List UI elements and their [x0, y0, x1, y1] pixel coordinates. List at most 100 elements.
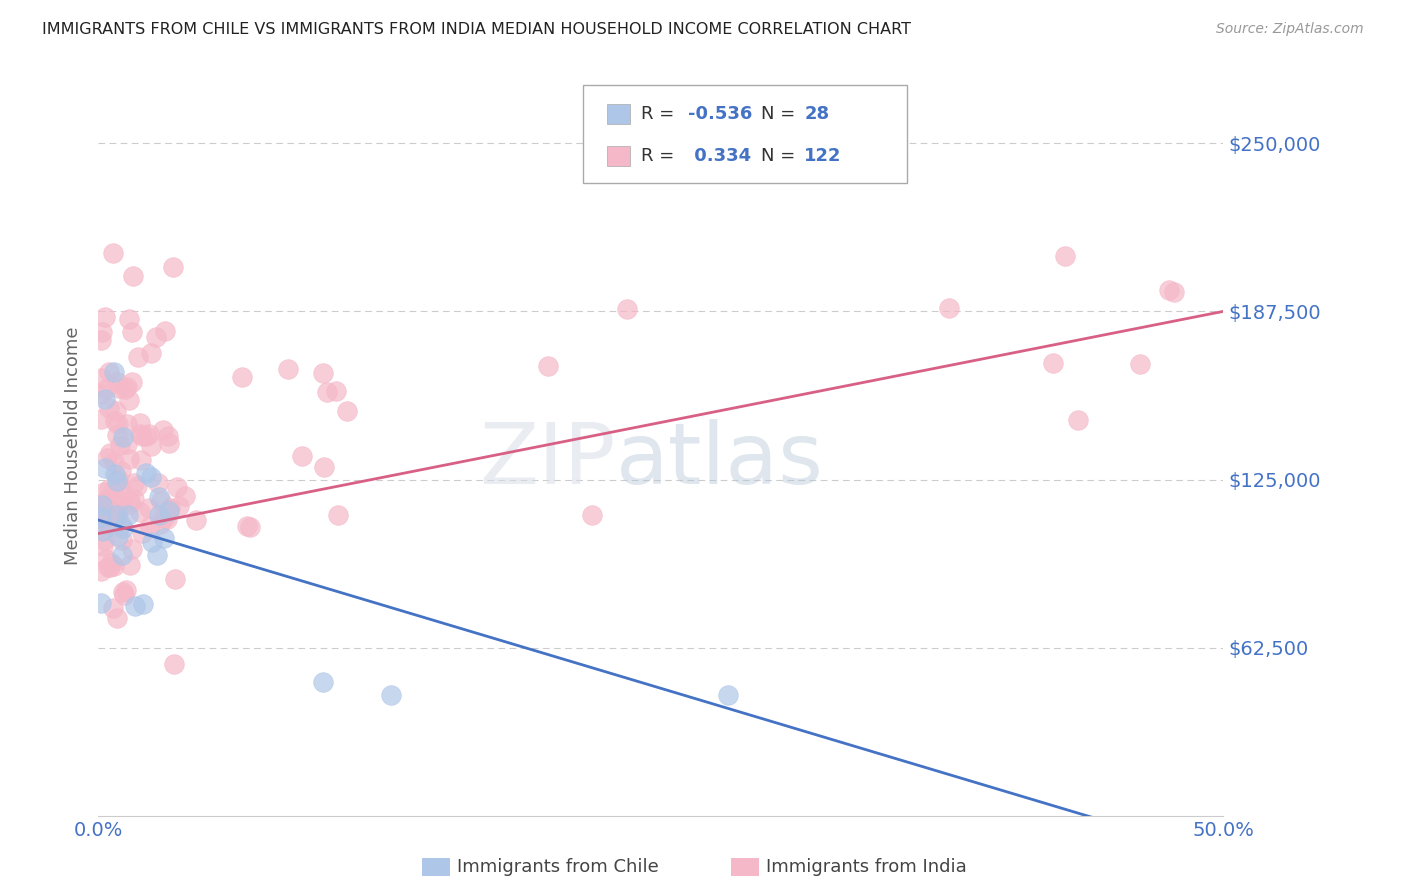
Text: Immigrants from India: Immigrants from India — [766, 858, 967, 876]
Point — [97, 483, 120, 497]
Point — [91, 325, 114, 339]
Point — [107, 508, 129, 523]
Point — [94, 383, 117, 397]
Point — [112, 430, 135, 444]
Text: 28: 28 — [804, 105, 830, 123]
Point — [121, 376, 143, 390]
Point — [152, 423, 174, 437]
Point — [312, 675, 335, 690]
Point — [111, 490, 134, 504]
Point — [717, 688, 740, 702]
Point — [128, 505, 150, 519]
Point — [96, 551, 118, 566]
Text: Source: ZipAtlas.com: Source: ZipAtlas.com — [1216, 22, 1364, 37]
Point — [94, 392, 117, 406]
Text: ZIP: ZIP — [479, 419, 616, 502]
Point — [103, 246, 125, 260]
Point — [105, 427, 128, 442]
Point — [93, 485, 115, 500]
Point — [131, 525, 153, 540]
Point — [127, 479, 149, 493]
Point — [121, 325, 143, 339]
Point — [107, 472, 129, 486]
Point — [110, 548, 132, 562]
Point — [97, 518, 120, 533]
Point — [148, 508, 170, 522]
Text: 122: 122 — [804, 147, 842, 165]
Point — [153, 531, 176, 545]
Point — [94, 310, 117, 324]
Point — [108, 438, 131, 452]
Point — [94, 461, 117, 475]
Point — [114, 582, 136, 597]
Point — [103, 365, 125, 379]
Point — [325, 384, 347, 399]
Text: 0.334: 0.334 — [688, 147, 751, 165]
Point — [110, 464, 132, 478]
Point — [98, 401, 121, 415]
Point — [157, 428, 180, 442]
Point — [105, 375, 128, 389]
Text: IMMIGRANTS FROM CHILE VS IMMIGRANTS FROM INDIA MEDIAN HOUSEHOLD INCOME CORRELATI: IMMIGRANTS FROM CHILE VS IMMIGRANTS FROM… — [42, 22, 911, 37]
Point — [90, 509, 112, 524]
Point — [96, 492, 118, 507]
Point — [312, 459, 335, 474]
Point — [174, 489, 197, 503]
Point — [152, 510, 174, 524]
Point — [122, 269, 145, 284]
Point — [148, 490, 170, 504]
Point — [129, 453, 152, 467]
Point — [101, 483, 124, 498]
Point — [167, 499, 190, 513]
Point — [105, 611, 128, 625]
Point — [129, 416, 152, 430]
Text: Immigrants from Chile: Immigrants from Chile — [457, 858, 658, 876]
Point — [129, 427, 152, 442]
Point — [112, 588, 135, 602]
Point — [104, 414, 127, 428]
Point — [107, 417, 129, 431]
Point — [165, 572, 187, 586]
Point — [117, 393, 139, 408]
Point — [96, 450, 118, 465]
Point — [135, 429, 157, 443]
Point — [139, 440, 162, 454]
Point — [315, 384, 337, 399]
Point — [122, 492, 145, 507]
Point — [1042, 356, 1064, 370]
Point — [326, 508, 349, 522]
Point — [90, 500, 112, 514]
Point — [122, 476, 145, 491]
Point — [131, 429, 153, 443]
Point — [97, 365, 120, 379]
Point — [105, 498, 128, 512]
Point — [114, 382, 136, 396]
Point — [139, 470, 162, 484]
Point — [127, 350, 149, 364]
Point — [135, 466, 157, 480]
Text: atlas: atlas — [616, 419, 824, 502]
Text: N =: N = — [761, 105, 800, 123]
Point — [107, 474, 129, 488]
Text: R =: R = — [641, 105, 681, 123]
Point — [90, 511, 112, 525]
Text: -0.536: -0.536 — [688, 105, 752, 123]
Point — [145, 330, 167, 344]
Point — [98, 446, 121, 460]
Point — [231, 369, 253, 384]
Point — [91, 498, 114, 512]
Point — [90, 371, 112, 385]
Point — [157, 502, 180, 516]
Text: N =: N = — [761, 147, 800, 165]
Point — [105, 403, 128, 417]
Point — [156, 512, 179, 526]
Point — [1054, 249, 1077, 263]
Point — [115, 437, 138, 451]
Point — [120, 497, 142, 511]
Point — [138, 427, 160, 442]
Point — [312, 367, 335, 381]
Point — [90, 565, 112, 579]
Point — [118, 452, 141, 467]
Point — [115, 379, 138, 393]
Point — [107, 507, 129, 521]
